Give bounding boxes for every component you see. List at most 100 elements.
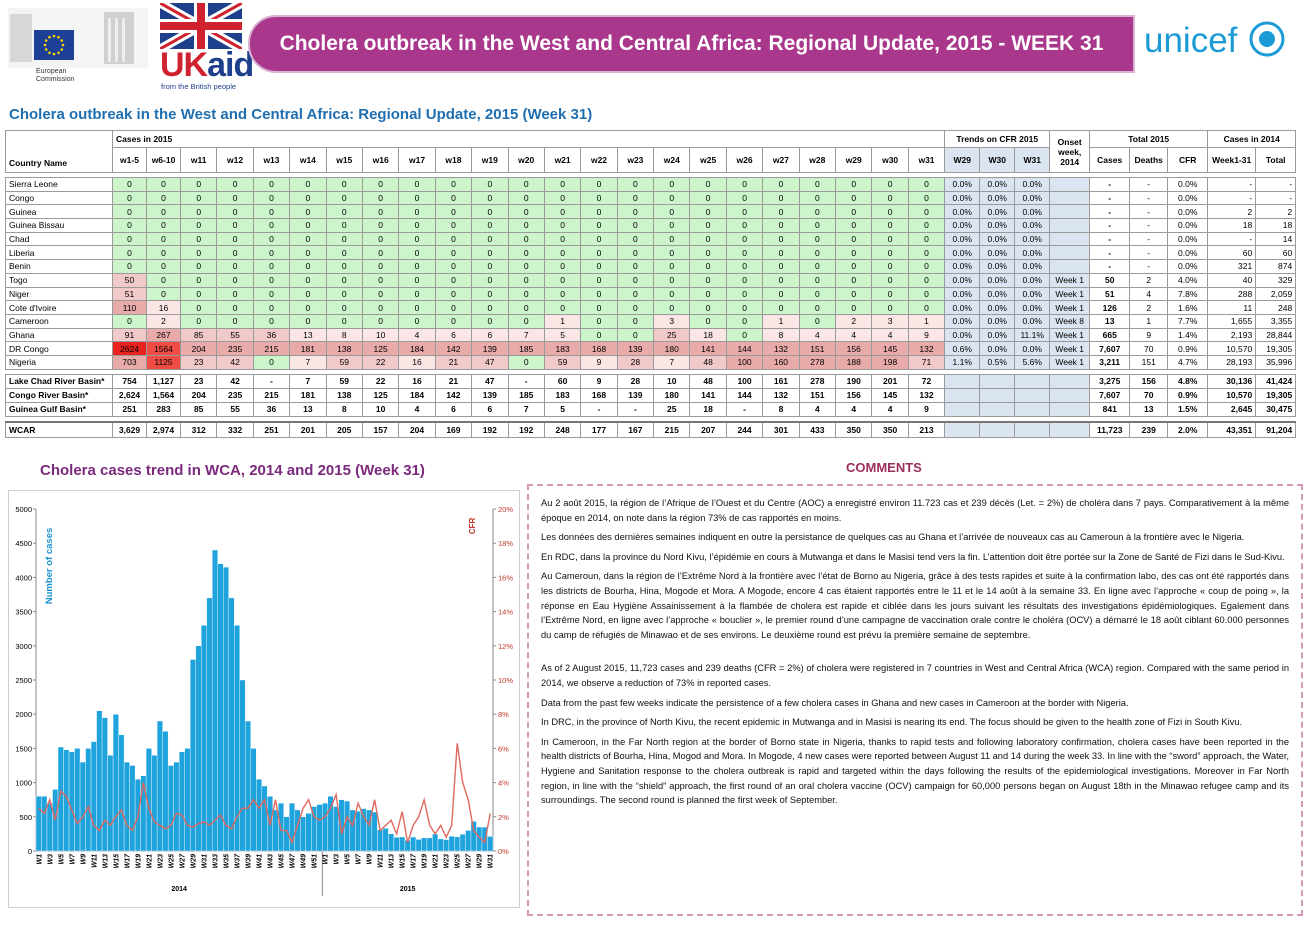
x-tick-label: W1	[36, 854, 43, 865]
x-tick-label: W39	[245, 854, 252, 869]
table-cell: -	[1129, 190, 1169, 206]
table-cell: 215	[653, 420, 691, 438]
table-cell: 9	[580, 373, 618, 389]
table-cell: 0	[252, 204, 291, 220]
table-cell: 874	[1255, 259, 1297, 274]
comments-box: Au 2 août 2015, la région de l’Afrique d…	[527, 484, 1303, 916]
row-name: Cameroon	[5, 313, 113, 329]
x-tick-label: W7	[69, 853, 76, 865]
table-cell: 16	[398, 373, 436, 389]
table-cell: 0.0%	[1167, 190, 1209, 206]
table-cell: 0.0%	[944, 190, 981, 206]
bar	[448, 836, 455, 852]
bar	[487, 836, 494, 852]
table-cell: 0.0%	[944, 313, 981, 329]
table-cell: 0	[798, 313, 837, 329]
y-tick-label: 3500	[15, 608, 32, 617]
table-cell: 0	[835, 245, 873, 261]
table-cell: Week 1	[1049, 341, 1091, 356]
table-cell: 0	[762, 286, 800, 302]
table-cell: 60	[543, 373, 582, 389]
table-cell: 0	[907, 286, 946, 302]
table-cell: 0	[471, 245, 509, 261]
table-cell: 28	[616, 373, 655, 389]
bar	[459, 834, 466, 852]
paragraph-gap	[541, 647, 1289, 661]
table-cell: 0	[907, 190, 946, 206]
table-cell: 0	[289, 231, 327, 247]
table-cell: 167	[616, 420, 655, 438]
table-cell: 7	[289, 354, 327, 370]
table-cell: 0.0%	[979, 286, 1016, 302]
table-cell: 0.0%	[944, 218, 981, 233]
column-header: w25	[689, 147, 727, 173]
table-cell: 151	[798, 387, 837, 403]
table-cell: 190	[835, 373, 873, 389]
table-cell: 10,570	[1207, 387, 1257, 403]
x-tick-label: W29	[477, 854, 484, 869]
table-cell	[944, 387, 981, 403]
column-header: w19	[471, 147, 509, 173]
bar	[101, 717, 108, 852]
column-header: w18	[434, 147, 473, 173]
table-cell: 207	[689, 420, 727, 438]
table-cell: 9	[907, 401, 946, 417]
table-cell: 4	[1129, 286, 1169, 302]
table-cell: 205	[325, 420, 363, 438]
table-cell: 0	[543, 190, 582, 206]
table-cell: 0	[653, 286, 691, 302]
bar	[162, 731, 169, 852]
table-row: Cote d'Ivoire 110 16 0 0 0 0 0 0 0 0 0 0 0 0 0 0 0 0 0 0 0 0 0 0…	[5, 300, 1297, 315]
table-cell: 321	[1207, 259, 1257, 274]
y2-tick-label: 14%	[498, 608, 513, 617]
table-cell: 0	[762, 204, 800, 220]
table-cell: 239	[1129, 420, 1169, 438]
table-cell: 0	[179, 286, 218, 302]
table-cell	[1049, 231, 1091, 247]
x-tick-label: W11	[378, 854, 385, 868]
table-cell: 0	[507, 245, 545, 261]
table-cell: 0.0%	[979, 259, 1016, 274]
table-cell: 0	[616, 218, 655, 233]
x-tick-label: W1	[323, 854, 330, 865]
uk-text: UK	[160, 46, 208, 84]
table-cell: 142	[434, 341, 473, 356]
table-cell: 0	[543, 245, 582, 261]
table-cell: 0	[616, 286, 655, 302]
row-name: Congo	[5, 190, 113, 206]
y-tick-label: 5000	[15, 505, 32, 514]
table-cell	[1049, 204, 1091, 220]
table-cell: 0	[398, 313, 436, 329]
table-cell: 201	[289, 420, 327, 438]
table-cell: 1,127	[146, 373, 181, 389]
bar	[173, 761, 180, 852]
table-row: Guinea Bissau 0 0 0 0 0 0 0 0 0 0 0 0 0 0 0 0 0 0 0 0 0 0 0 0.0%…	[5, 218, 1297, 233]
table-cell: 0	[179, 231, 218, 247]
table-cell: 138	[325, 341, 363, 356]
bar	[443, 839, 450, 852]
bar	[338, 799, 345, 852]
column-header: w22	[580, 147, 618, 173]
table-cell: 0	[252, 354, 291, 370]
table-cell: 0	[398, 204, 436, 220]
column-header: w16	[361, 147, 400, 173]
table-cell: 0	[871, 177, 909, 192]
table-cell: 0	[871, 204, 909, 220]
table-cell: 0	[835, 259, 873, 274]
x-tick-label: W17	[124, 853, 131, 869]
table-cell: 4	[871, 401, 909, 417]
table-cell: 1.4%	[1167, 327, 1209, 343]
table-cell: 0	[361, 272, 400, 288]
table-cell: 0.0%	[1014, 313, 1051, 329]
table-cell: 30,475	[1255, 401, 1297, 417]
comment-paragraph: In Cameroon, in the Far North region at …	[541, 736, 1289, 806]
table-cell: 0.0%	[1014, 245, 1051, 261]
table-cell: 0	[179, 313, 218, 329]
table-cell: 0	[835, 204, 873, 220]
table-cell: 248	[543, 420, 582, 438]
table-cell: 157	[361, 420, 400, 438]
column-header: w6-10	[146, 147, 181, 173]
table-cell: 0	[725, 286, 764, 302]
x-tick-label: W9	[367, 854, 374, 865]
table-cell: 198	[871, 354, 909, 370]
